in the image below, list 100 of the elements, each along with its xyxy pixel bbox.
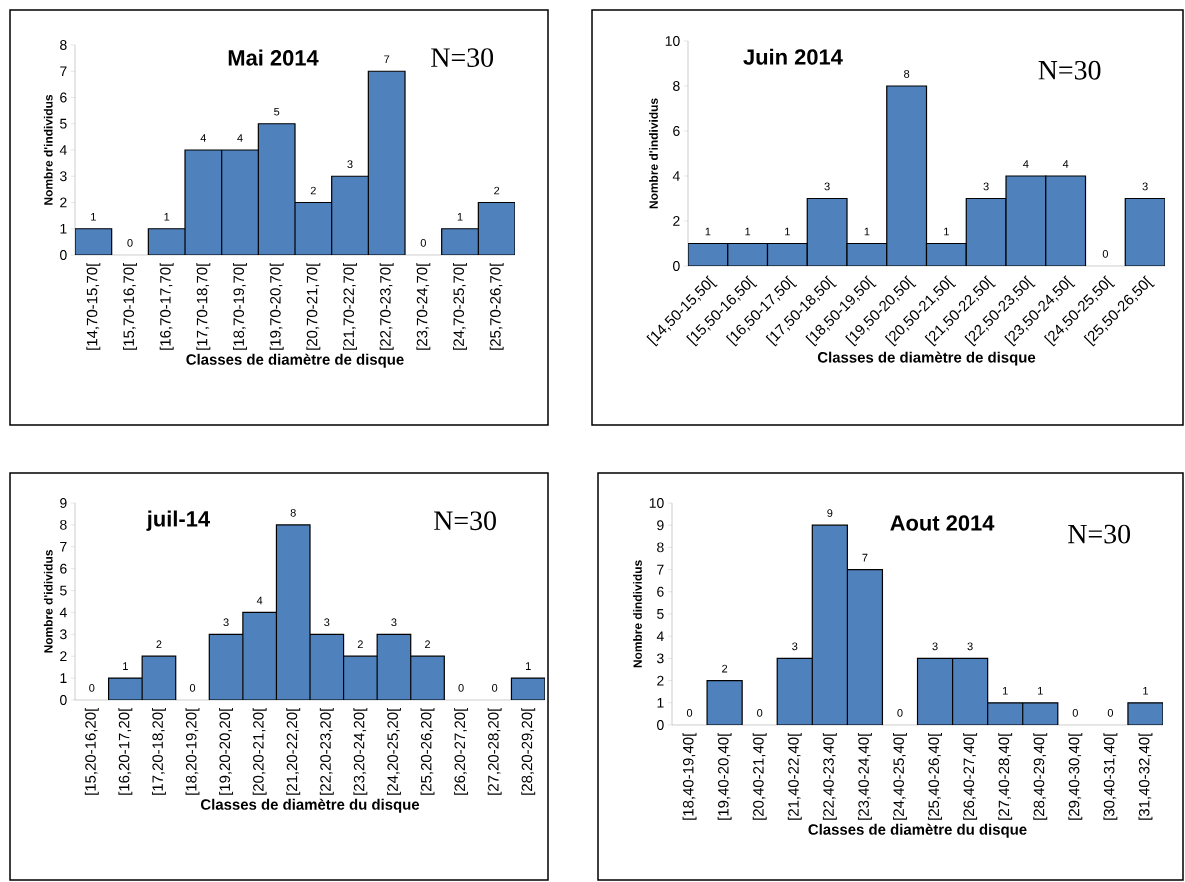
y-tick-label: 8 xyxy=(60,40,67,50)
annotation: N=30 xyxy=(1068,524,1131,544)
data-label: 4 xyxy=(1062,160,1069,168)
y-tick-label: 6 xyxy=(60,92,67,103)
x-tick-label: [31,40-32,40[ xyxy=(1138,732,1153,820)
y-tick-label: 1 xyxy=(60,223,67,234)
x-tick-label: [20,40-21,40[ xyxy=(752,732,767,820)
y-axis-title: Nombre dindividus xyxy=(633,560,642,668)
y-tick-label: 0 xyxy=(657,720,664,730)
x-tick-label: [30,40-31,40[ xyxy=(1103,732,1118,820)
data-label: 1 xyxy=(745,227,751,236)
chart-title: Aout 2014 xyxy=(890,515,995,531)
data-label: 8 xyxy=(904,70,910,78)
data-label: 1 xyxy=(1038,687,1043,695)
annotation: N=30 xyxy=(431,48,494,67)
data-label: 7 xyxy=(862,553,868,562)
data-label: 0 xyxy=(492,684,498,692)
data-label: 1 xyxy=(526,662,531,670)
data-label: 0 xyxy=(89,684,95,692)
x-tick-label: [21,40-22,40[ xyxy=(787,732,802,820)
y-tick-label: 6 xyxy=(673,126,680,136)
bar xyxy=(208,633,244,700)
data-label: 2 xyxy=(425,640,431,649)
x-tick-label: [17,70-18,70[ xyxy=(196,262,211,350)
data-label: 0 xyxy=(757,709,763,717)
data-label: 8 xyxy=(290,508,296,517)
x-tick-label: [21,20-22,20[ xyxy=(286,707,301,795)
y-axis-title: Nombre d'idividus xyxy=(43,550,53,653)
x-axis-title: Classes de diamètre du disque xyxy=(200,798,420,813)
x-axis-title: Classes de diamètre de disque xyxy=(817,351,1036,366)
x-tick-label: [25,70-26,70[ xyxy=(489,262,504,350)
x-tick-label: [15,70-16,70[ xyxy=(123,262,137,350)
data-label: 3 xyxy=(932,642,938,651)
y-tick-label: 8 xyxy=(657,542,664,553)
y-tick-label: 1 xyxy=(657,697,664,708)
annotation: N=30 xyxy=(434,511,496,531)
x-tick-label: [21,70-22,70[ xyxy=(343,262,357,350)
y-tick-label: 0 xyxy=(60,250,67,260)
x-tick-label: [25,20-26,20[ xyxy=(420,707,435,795)
data-label: 0 xyxy=(458,684,464,692)
data-label: 3 xyxy=(1142,182,1148,191)
x-axis-title: Classes de diamètre du disque xyxy=(808,823,1027,838)
data-label: 1 xyxy=(1143,687,1148,695)
x-tick-label: [26,20-27,20[ xyxy=(454,707,469,795)
y-tick-label: 0 xyxy=(673,261,680,271)
y-tick-label: 4 xyxy=(59,145,67,155)
data-label: 1 xyxy=(91,213,96,221)
y-tick-label: 2 xyxy=(60,197,67,208)
data-label: 4 xyxy=(256,596,263,605)
y-tick-label: 2 xyxy=(673,216,680,226)
data-label: 1 xyxy=(164,213,170,221)
y-tick-label: 1 xyxy=(60,673,67,683)
x-tick-label: [19,20-20,20[ xyxy=(219,707,234,795)
x-tick-label: [18,70-19,70[ xyxy=(233,262,247,350)
data-label: 0 xyxy=(1072,709,1078,717)
data-label: 1 xyxy=(785,227,790,236)
x-tick-label: [14,70-15,70[ xyxy=(86,262,101,350)
x-tick-label: [18,20-19,20[ xyxy=(185,707,200,795)
data-label: 2 xyxy=(310,186,316,195)
chart-title: juil-14 xyxy=(146,510,210,531)
bar xyxy=(1124,197,1166,266)
x-tick-label: [20,70-21,70[ xyxy=(306,262,321,350)
data-label: 3 xyxy=(824,182,830,191)
chart-title: Mai 2014 xyxy=(228,49,319,66)
y-axis-title: Nombre d'individus xyxy=(649,98,658,209)
bar xyxy=(75,228,113,255)
y-tick-label: 4 xyxy=(672,171,680,181)
data-label: 3 xyxy=(347,160,353,169)
x-tick-label: [20,20-21,20[ xyxy=(252,707,267,795)
x-tick-label: [18,40-19,40[ xyxy=(682,732,697,820)
x-tick-label: [24,20-25,20[ xyxy=(386,707,401,795)
y-tick-label: 10 xyxy=(665,36,680,46)
x-tick-label: [22,40-23,40[ xyxy=(822,732,837,820)
data-label: 0 xyxy=(897,709,903,717)
y-axis-title: Nombre d'individus xyxy=(43,94,53,205)
x-tick-label: [16,20-17,20[ xyxy=(118,707,133,795)
y-tick-label: 7 xyxy=(657,564,664,575)
x-tick-label: [23,70-24,70[ xyxy=(416,262,431,350)
y-tick-label: 2 xyxy=(657,675,664,686)
y-tick-label: 5 xyxy=(657,609,664,619)
data-label: 1 xyxy=(705,227,711,236)
y-tick-label: 3 xyxy=(657,653,664,664)
data-label: 5 xyxy=(274,107,280,116)
data-label: 1 xyxy=(123,662,128,670)
bar xyxy=(147,228,186,255)
y-tick-label: 8 xyxy=(60,519,67,530)
y-tick-label: 4 xyxy=(656,631,664,641)
x-axis-title: Classes de diamètre de disque xyxy=(186,353,404,368)
data-label: 1 xyxy=(1002,687,1008,695)
x-tick-label: [19,70-20,70[ xyxy=(269,262,284,350)
x-tick-label: [23,40-24,40[ xyxy=(857,732,872,820)
data-label: 3 xyxy=(324,618,330,627)
x-tick-label: [16,70-17,70[ xyxy=(159,262,174,350)
data-label: 3 xyxy=(967,642,973,651)
x-tick-label: [23,20-24,20[ xyxy=(353,707,368,795)
data-label: 1 xyxy=(944,227,949,236)
y-tick-label: 3 xyxy=(60,171,67,182)
y-tick-label: 6 xyxy=(60,563,67,574)
y-tick-label: 7 xyxy=(60,66,67,77)
data-label: 0 xyxy=(420,239,426,247)
